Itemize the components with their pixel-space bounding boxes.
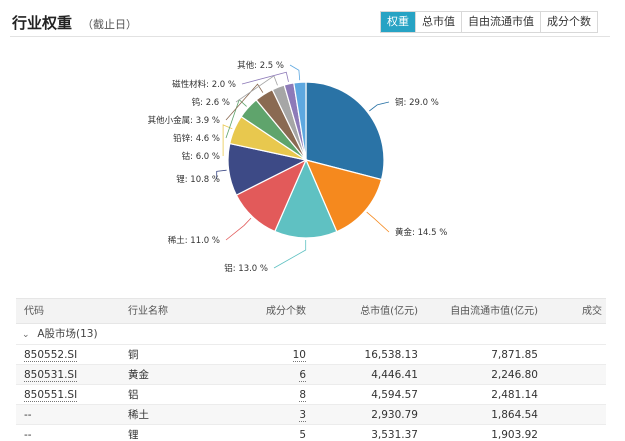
pie-leader-line [225, 83, 264, 121]
table-row[interactable]: -- 稀土 3 2,930.79 1,864.54 [16, 405, 606, 425]
cell-turnover [540, 425, 606, 441]
industry-table: 代码 行业名称 成分个数 总市值(亿元) 自由流通市值(亿元) 成交 ⌄ A股市… [16, 298, 606, 441]
table-row[interactable]: 850551.SI 铝 8 4,594.57 2,481.14 [16, 385, 606, 405]
chevron-down-icon[interactable]: ⌄ [22, 330, 30, 340]
col-header-constituent-count[interactable]: 成分个数 [266, 306, 306, 317]
cell-constituent-count[interactable]: 3 [299, 409, 306, 422]
cell-free-float-market-cap: 7,871.85 [491, 349, 538, 361]
cell-industry-name: 黄金 [128, 369, 149, 381]
cell-turnover [540, 365, 606, 384]
cell-industry-name: 铜 [128, 349, 139, 361]
pie-slice-label: 钨: 2.6 % [192, 97, 230, 108]
header-divider [10, 36, 610, 37]
pie-leader-line [225, 217, 252, 241]
cell-total-market-cap: 2,930.79 [371, 409, 418, 421]
group-row-a-share[interactable]: ⌄ A股市场(13) [16, 324, 606, 345]
tab-free-float-market-cap[interactable]: 自由流通市值 [462, 12, 541, 32]
cell-code: -- [24, 409, 32, 421]
panel-header: 行业权重 （截止日） [10, 8, 610, 36]
tab-weight[interactable]: 权重 [381, 12, 416, 32]
pie-slice[interactable] [273, 158, 338, 239]
pie-slice[interactable] [293, 81, 307, 161]
tab-total-market-cap[interactable]: 总市值 [416, 12, 462, 32]
pie-slice-label: 其他小金属: 3.9 % [148, 115, 220, 126]
pie-slice-label: 钴: 6.0 % [182, 151, 220, 162]
cell-constituent-count[interactable]: 5 [299, 429, 306, 441]
cell-free-float-market-cap: 2,481.14 [491, 389, 538, 401]
cell-code[interactable]: 850531.SI [24, 369, 78, 382]
cell-total-market-cap: 3,531.37 [371, 429, 418, 441]
cell-turnover [540, 345, 606, 364]
cell-free-float-market-cap: 2,246.80 [491, 369, 538, 381]
pie-slice-label: 锂: 10.8 % [176, 174, 220, 185]
industry-weight-pie-chart: 铜: 29.0 % 黄金: 14.5 % 铝: 13.0 % 稀土: 11.0 % 锂:… [148, 60, 448, 274]
col-header-turnover[interactable]: 成交 [582, 306, 602, 317]
page-title: 行业权重 [12, 14, 73, 32]
cell-industry-name: 稀土 [128, 409, 149, 421]
table-row[interactable]: 850531.SI 黄金 6 4,446.41 2,246.80 [16, 365, 606, 385]
cell-industry-name: 锂 [128, 429, 139, 441]
pie-slice-label: 铝: 13.0 % [224, 263, 268, 274]
cell-constituent-count[interactable]: 10 [292, 349, 306, 362]
tab-constituent-count[interactable]: 成分个数 [541, 12, 597, 32]
pie-slice[interactable] [305, 81, 385, 181]
col-header-total-market-cap[interactable]: 总市值(亿元) [360, 306, 418, 317]
metric-tabs: 权重 总市值 自由流通市值 成分个数 [380, 11, 598, 33]
cell-free-float-market-cap: 1,864.54 [491, 409, 538, 421]
cell-total-market-cap: 4,446.41 [371, 369, 418, 381]
pie-slice[interactable] [304, 159, 383, 233]
pie-leader-line [289, 64, 301, 81]
page-subtitle: （截止日） [82, 18, 137, 31]
pie-leader-line [366, 211, 390, 233]
col-header-industry-name[interactable]: 行业名称 [128, 306, 168, 317]
pie-slice-label: 黄金: 14.5 % [395, 227, 447, 238]
pie-slice-label: 稀土: 11.0 % [168, 235, 220, 246]
cell-free-float-market-cap: 1,903.92 [491, 429, 538, 441]
cell-turnover [540, 405, 606, 424]
cell-total-market-cap: 16,538.13 [364, 349, 418, 361]
group-label: A股市场(13) [37, 328, 98, 340]
table-row[interactable]: 850552.SI 铜 10 16,538.13 7,871.85 [16, 345, 606, 365]
pie-slice-label: 铜: 29.0 % [395, 97, 439, 108]
pie-slice-label: 其他: 2.5 % [237, 60, 284, 71]
cell-constituent-count[interactable]: 6 [299, 369, 306, 382]
cell-turnover [540, 385, 606, 404]
pie-leader-line [273, 240, 307, 269]
cell-code: -- [24, 429, 32, 441]
pie-leader-line [216, 169, 227, 179]
col-header-code[interactable]: 代码 [24, 306, 44, 317]
cell-code[interactable]: 850551.SI [24, 389, 78, 402]
cell-industry-name: 铝 [128, 389, 139, 401]
pie-slice-label: 磁性材料: 2.0 % [172, 79, 236, 90]
table-header: 代码 行业名称 成分个数 总市值(亿元) 自由流通市值(亿元) 成交 [16, 298, 606, 324]
cell-total-market-cap: 4,594.57 [371, 389, 418, 401]
pie-slice-label: 铅锌: 4.6 % [173, 133, 220, 144]
col-header-free-float-market-cap[interactable]: 自由流通市值(亿元) [450, 306, 538, 317]
table-row[interactable]: -- 锂 5 3,531.37 1,903.92 [16, 425, 606, 441]
cell-code[interactable]: 850552.SI [24, 349, 78, 362]
pie-leader-line [369, 101, 390, 112]
cell-constituent-count[interactable]: 8 [299, 389, 306, 402]
pie-leader-line [241, 71, 289, 85]
